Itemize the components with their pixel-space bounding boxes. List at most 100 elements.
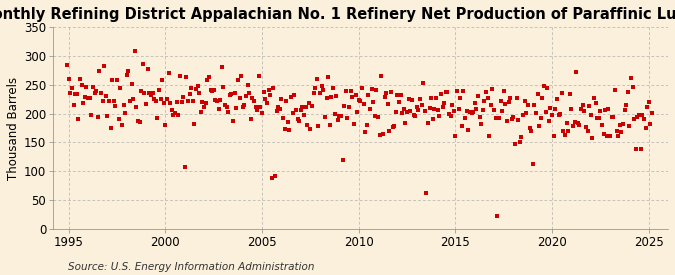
Point bbox=[92, 114, 103, 119]
Point bbox=[560, 133, 570, 137]
Point bbox=[387, 125, 398, 129]
Point bbox=[506, 117, 517, 122]
Point bbox=[136, 89, 146, 93]
Point bbox=[458, 89, 469, 93]
Point bbox=[115, 86, 126, 90]
Point bbox=[619, 107, 630, 112]
Point bbox=[618, 122, 628, 126]
Point bbox=[479, 99, 490, 103]
Point bbox=[606, 114, 617, 119]
Point bbox=[196, 110, 207, 114]
Point bbox=[188, 99, 198, 103]
Point bbox=[532, 92, 543, 96]
Point bbox=[645, 122, 655, 126]
Point bbox=[485, 103, 496, 107]
Point bbox=[590, 101, 601, 106]
Point bbox=[577, 103, 588, 107]
Point bbox=[510, 142, 520, 147]
Point bbox=[99, 64, 109, 68]
Point bbox=[113, 117, 124, 122]
Point bbox=[464, 110, 475, 114]
Point bbox=[119, 111, 130, 115]
Point bbox=[610, 87, 620, 92]
Point bbox=[526, 129, 537, 133]
Point bbox=[592, 116, 603, 120]
Point bbox=[151, 99, 161, 104]
Point bbox=[558, 129, 569, 133]
Point bbox=[268, 86, 279, 90]
Point bbox=[332, 117, 343, 122]
Point bbox=[555, 112, 566, 116]
Point bbox=[94, 69, 105, 73]
Point bbox=[276, 97, 287, 101]
Point bbox=[318, 87, 329, 92]
Point bbox=[508, 115, 519, 120]
Point bbox=[154, 88, 165, 92]
Point bbox=[497, 109, 508, 113]
Point bbox=[640, 125, 651, 130]
Point bbox=[338, 158, 348, 162]
Point bbox=[514, 140, 525, 144]
Point bbox=[346, 89, 356, 93]
Point bbox=[566, 107, 577, 111]
Point bbox=[564, 92, 575, 96]
Point bbox=[131, 105, 142, 109]
Point bbox=[319, 115, 330, 119]
Point bbox=[76, 83, 87, 88]
Point bbox=[147, 91, 158, 95]
Point bbox=[503, 100, 514, 104]
Point bbox=[155, 97, 166, 101]
Point bbox=[630, 147, 641, 151]
Point bbox=[321, 96, 332, 100]
Point bbox=[218, 85, 229, 89]
Point bbox=[88, 84, 99, 89]
Point bbox=[448, 109, 459, 113]
Point bbox=[238, 105, 248, 109]
Point bbox=[481, 90, 491, 94]
Point bbox=[584, 103, 595, 108]
Point bbox=[376, 74, 387, 78]
Point bbox=[198, 105, 209, 110]
Point bbox=[68, 103, 79, 107]
Point bbox=[461, 109, 472, 113]
Point bbox=[553, 113, 564, 117]
Point bbox=[432, 108, 443, 112]
Point bbox=[443, 111, 454, 116]
Point bbox=[327, 86, 338, 90]
Point bbox=[167, 108, 178, 113]
Point bbox=[487, 87, 498, 92]
Point bbox=[217, 65, 227, 69]
Point bbox=[561, 120, 572, 125]
Point bbox=[207, 89, 217, 94]
Point bbox=[90, 89, 101, 93]
Point bbox=[311, 76, 322, 81]
Point bbox=[547, 113, 558, 117]
Point bbox=[390, 109, 401, 114]
Point bbox=[219, 103, 230, 107]
Point bbox=[211, 98, 222, 103]
Point bbox=[452, 88, 462, 93]
Point bbox=[426, 96, 437, 100]
Point bbox=[434, 114, 445, 118]
Point bbox=[209, 87, 219, 92]
Point bbox=[111, 78, 122, 82]
Point bbox=[192, 84, 203, 88]
Point bbox=[138, 62, 148, 66]
Point bbox=[255, 104, 266, 109]
Point bbox=[382, 102, 393, 106]
Point bbox=[518, 112, 529, 117]
Point bbox=[490, 116, 501, 120]
Point bbox=[289, 93, 300, 98]
Point bbox=[157, 78, 167, 82]
Point bbox=[647, 111, 657, 116]
Point bbox=[83, 96, 94, 100]
Point bbox=[335, 114, 346, 118]
Point bbox=[373, 115, 383, 120]
Point bbox=[597, 122, 608, 127]
Point bbox=[363, 93, 374, 97]
Point bbox=[329, 112, 340, 116]
Point bbox=[184, 91, 195, 96]
Point bbox=[240, 94, 251, 98]
Point bbox=[81, 85, 92, 89]
Point bbox=[248, 98, 259, 103]
